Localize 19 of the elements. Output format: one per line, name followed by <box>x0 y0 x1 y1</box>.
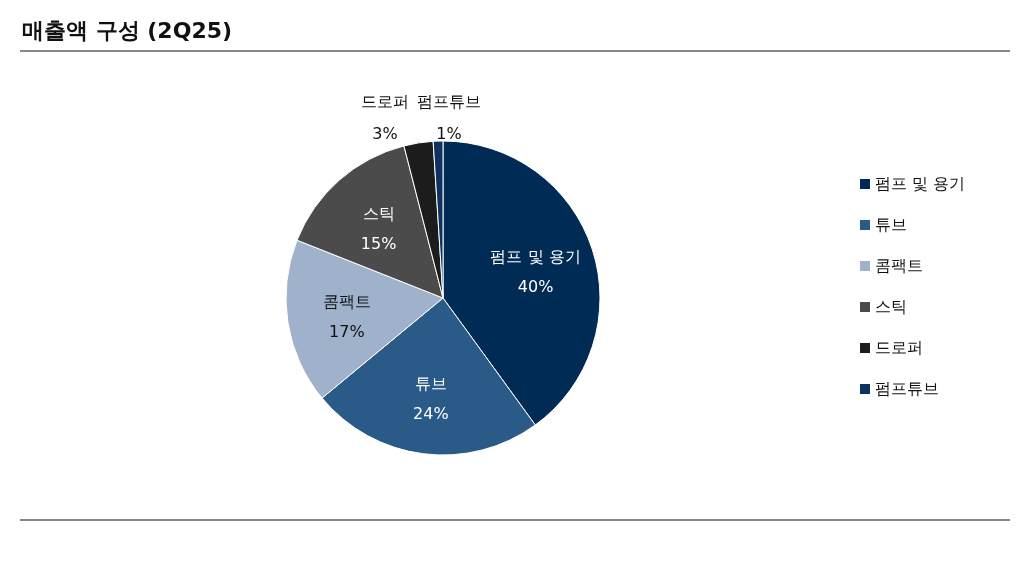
slice-label: 스틱 <box>362 203 395 223</box>
data-label: 17% <box>329 322 365 342</box>
data-label: 24% <box>413 403 449 423</box>
legend-label: 튜브 <box>875 215 907 234</box>
slice-label: 펌프 및 용기 <box>490 246 581 266</box>
data-label: 15% <box>360 233 397 253</box>
data-label: 1% <box>436 124 462 143</box>
slice-label: 드로퍼 <box>361 92 409 111</box>
legend-label: 펌프 및 용기 <box>875 174 966 193</box>
legend-label: 스틱 <box>875 297 907 316</box>
slice-label: 콤팩트 <box>322 292 371 312</box>
legend-label: 콤팩트 <box>875 256 923 275</box>
slice-label: 펌프튜브 <box>417 92 481 111</box>
data-label: 40% <box>517 276 554 296</box>
slice-label: 튜브 <box>414 373 447 393</box>
legend-label: 드로퍼 <box>875 338 923 357</box>
data-label: 3% <box>372 124 398 143</box>
chart-title: 매출액 구성 (2Q25) <box>22 18 233 43</box>
legend-label: 펌프튜브 <box>875 379 939 398</box>
